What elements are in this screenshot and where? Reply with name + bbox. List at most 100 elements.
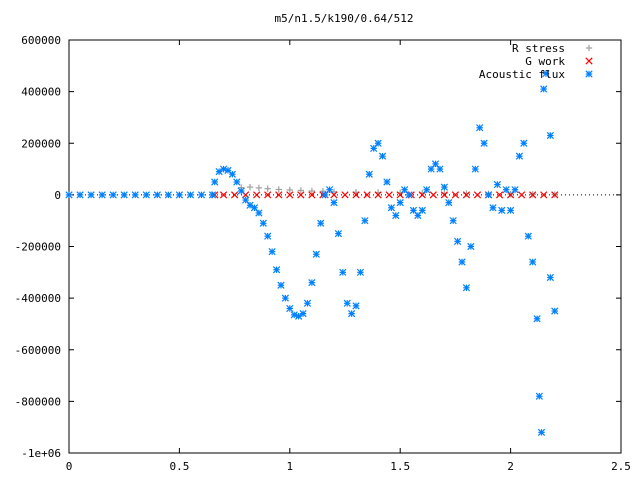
- y-tick-label: -200000: [15, 241, 61, 254]
- series-r-stress: [238, 183, 558, 198]
- data-point: [537, 428, 546, 436]
- data-point: [175, 191, 184, 199]
- x-tick-label: 1: [286, 460, 293, 473]
- data-point: [387, 204, 395, 212]
- data-point: [352, 191, 360, 199]
- legend-marker: [585, 57, 593, 65]
- x-tick-label: 0.5: [169, 460, 189, 473]
- data-point: [451, 191, 460, 199]
- legend-marker: [585, 44, 593, 52]
- data-point: [480, 139, 488, 147]
- data-point: [272, 266, 281, 274]
- data-point: [540, 85, 548, 93]
- data-point: [484, 191, 493, 199]
- legend-label: G work: [525, 55, 565, 68]
- data-point: [409, 206, 418, 214]
- data-point: [277, 281, 285, 289]
- y-tick-label: 200000: [21, 137, 61, 150]
- data-point: [98, 191, 106, 199]
- data-point: [255, 184, 263, 192]
- data-point: [233, 178, 241, 186]
- chart-title: m5/n1.5/k190/0.64/512: [274, 12, 413, 25]
- data-point: [493, 180, 501, 189]
- data-point: [142, 191, 150, 199]
- data-point: [120, 191, 128, 199]
- data-point: [228, 170, 237, 178]
- axis-ticks: 0 0.5 1 1.5 2 2.5 600000 400000 200000 0 -200000 -4…: [15, 34, 631, 473]
- data-point: [551, 307, 559, 315]
- data-point: [211, 178, 219, 186]
- data-point: [392, 211, 400, 220]
- legend-label: R stress: [512, 42, 565, 55]
- data-point: [529, 191, 537, 199]
- data-point: [423, 186, 431, 194]
- data-point: [76, 191, 84, 199]
- data-point: [515, 152, 524, 160]
- data-point: [462, 284, 471, 292]
- plot-frame: [68, 39, 622, 454]
- data-point: [462, 191, 471, 199]
- data-point: [275, 191, 283, 199]
- data-point: [219, 165, 228, 173]
- series-g-work: [211, 191, 559, 199]
- y-tick-label: -400000: [15, 292, 61, 305]
- data-point: [533, 315, 541, 323]
- data-point: [542, 69, 550, 78]
- data-point: [436, 165, 444, 173]
- data-point: [343, 299, 351, 307]
- data-point: [489, 204, 497, 212]
- data-point: [109, 191, 117, 199]
- data-point: [259, 219, 267, 227]
- data-point: [197, 191, 206, 199]
- data-point: [317, 219, 325, 227]
- data-point: [449, 217, 457, 225]
- y-tick-label: -800000: [15, 395, 61, 408]
- data-point: [535, 392, 543, 400]
- data-point: [264, 232, 272, 240]
- data-point: [352, 302, 360, 310]
- data-point: [518, 191, 526, 199]
- data-point: [374, 139, 382, 147]
- data-point: [458, 258, 466, 266]
- data-point: [286, 304, 294, 313]
- data-point: [334, 229, 343, 238]
- data-point: [540, 191, 548, 199]
- data-point: [297, 187, 305, 194]
- data-point: [330, 198, 338, 207]
- y-tick-label: 400000: [21, 86, 61, 99]
- data-point: [361, 217, 369, 225]
- data-point: [264, 191, 272, 199]
- data-point: [286, 186, 293, 194]
- data-point: [467, 242, 475, 251]
- data-point: [445, 198, 453, 207]
- x-tick-label: 2: [507, 460, 514, 473]
- data-point: [471, 165, 479, 173]
- data-point: [495, 191, 504, 199]
- data-point: [308, 187, 316, 195]
- data-point: [87, 191, 95, 199]
- data-point: [264, 185, 271, 192]
- data-point: [546, 131, 554, 140]
- data-point: [153, 191, 161, 199]
- data-point: [363, 191, 371, 199]
- data-point: [347, 309, 356, 318]
- data-point: [312, 250, 320, 258]
- data-point: [374, 191, 382, 199]
- data-point: [290, 311, 298, 319]
- data-point: [281, 294, 290, 302]
- data-point: [429, 191, 437, 199]
- data-point: [440, 191, 448, 199]
- data-point: [551, 191, 559, 199]
- data-point: [440, 183, 448, 191]
- data-point: [405, 191, 413, 199]
- data-point: [546, 273, 554, 282]
- y-tick-label: -1e+06: [21, 447, 61, 460]
- data-point: [237, 187, 245, 195]
- x-tick-label: 2.5: [611, 460, 631, 473]
- data-point: [268, 248, 276, 256]
- data-point: [396, 198, 404, 207]
- data-point: [230, 191, 239, 199]
- data-point: [275, 186, 282, 193]
